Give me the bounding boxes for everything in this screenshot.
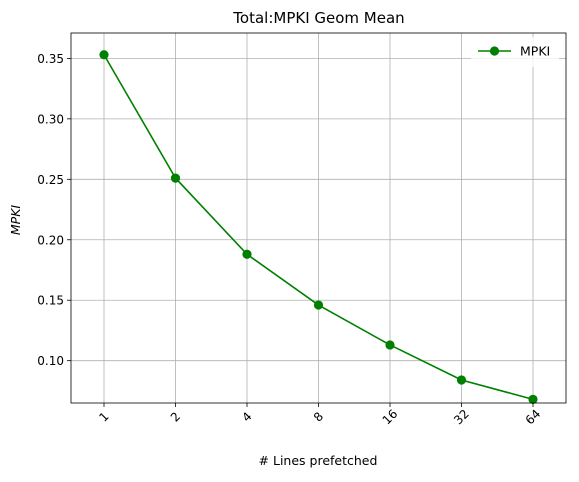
y-axis-label: MPKI xyxy=(8,205,23,236)
x-axis-label: # Lines prefetched xyxy=(259,453,378,468)
chart-title: Total:MPKI Geom Mean xyxy=(232,9,404,27)
x-tick-label: 2 xyxy=(168,409,183,424)
x-tick-label: 1 xyxy=(96,409,111,424)
x-tick-label: 32 xyxy=(451,407,472,428)
y-tick-label: 0.15 xyxy=(37,294,64,308)
y-tick-label: 0.10 xyxy=(37,354,64,368)
y-tick-label: 0.30 xyxy=(37,112,64,126)
legend-label: MPKI xyxy=(520,44,550,59)
data-point xyxy=(528,394,538,404)
data-point xyxy=(313,300,324,310)
y-tick-label: 0.20 xyxy=(37,233,64,247)
x-tick-label: 8 xyxy=(311,409,326,424)
data-point xyxy=(170,173,181,183)
plot-area xyxy=(99,50,538,404)
x-tick-label: 16 xyxy=(380,407,401,428)
grid xyxy=(71,33,566,403)
data-point xyxy=(99,50,109,60)
data-point xyxy=(456,375,467,385)
axes-frame xyxy=(70,32,567,404)
legend-frame xyxy=(471,37,559,67)
legend-marker xyxy=(489,46,500,56)
x-tick-label: 4 xyxy=(239,409,254,424)
x-tick-label: 64 xyxy=(523,407,544,428)
y-tick-label: 0.35 xyxy=(37,52,64,66)
data-point xyxy=(242,249,252,259)
data-point xyxy=(385,340,395,350)
axes: 1 2 4 8 16 32 64 0.10 0.15 0.20 0.25 0.30 0.35 xyxy=(37,32,567,428)
legend: MPKI xyxy=(471,37,559,67)
y-tick-label: 0.25 xyxy=(37,173,64,187)
